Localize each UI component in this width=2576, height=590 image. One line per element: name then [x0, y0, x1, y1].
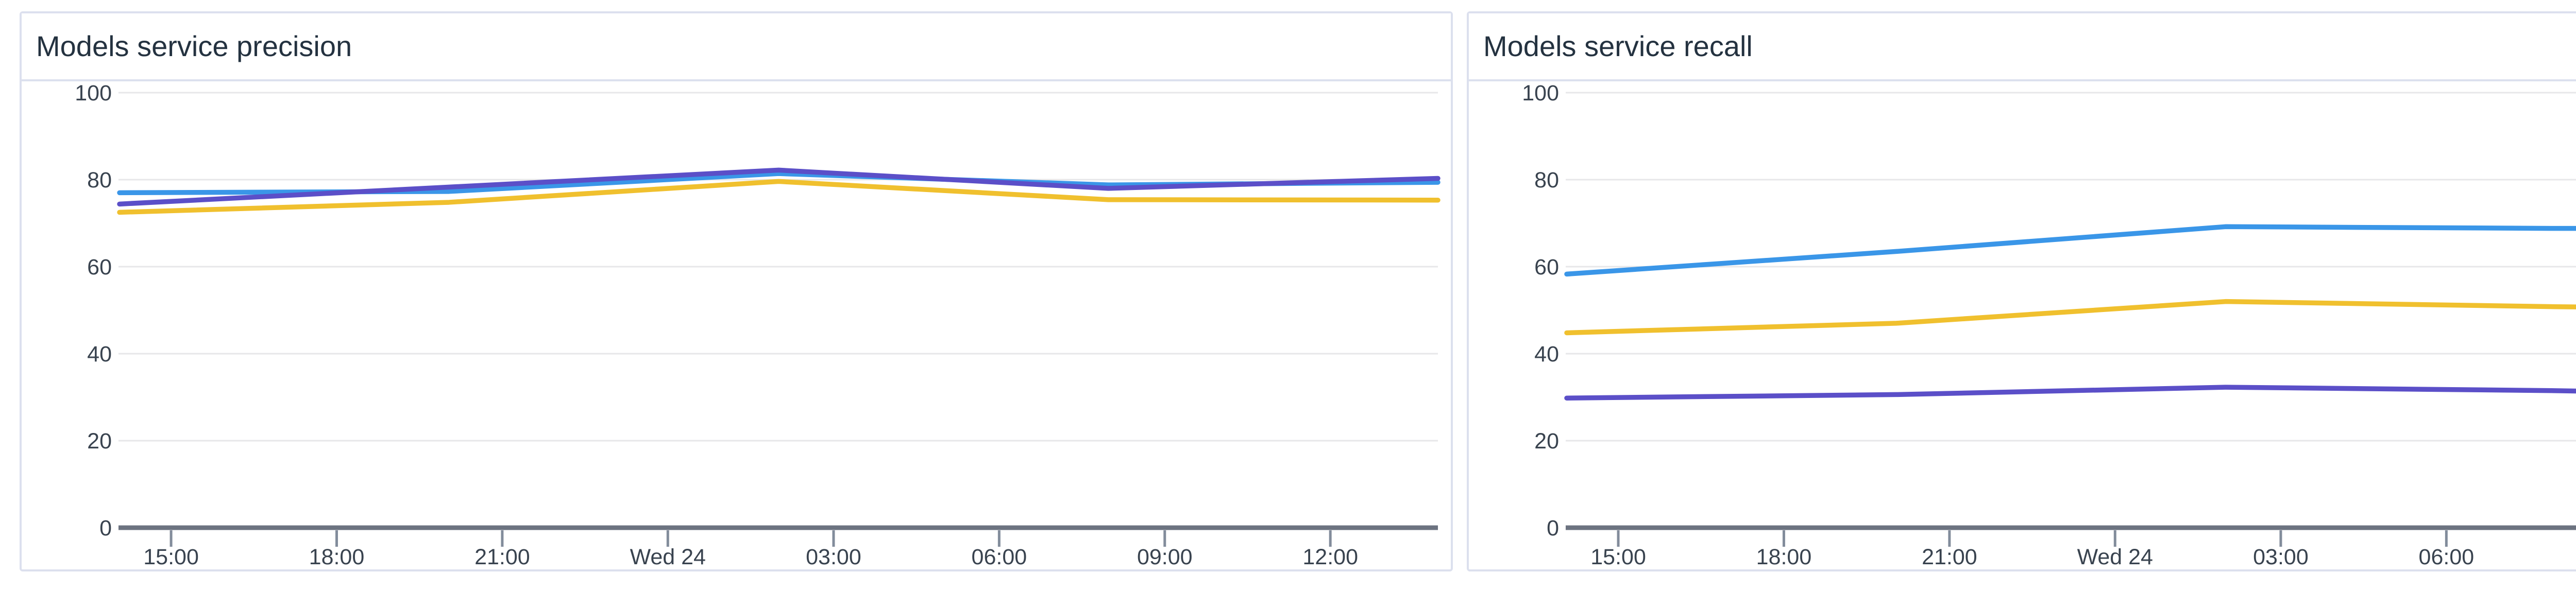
y-axis-label-40: 40: [87, 342, 112, 367]
y-axis-label-20: 20: [1534, 429, 1559, 454]
x-axis-label-18:00: 18:00: [309, 545, 365, 569]
panel-models-service-recall: Models service recall 0 20 40 60 80 100 15:00 1…: [1467, 11, 2576, 571]
precision-line-chart[interactable]: 0 20 40 60 80 100 15:00 18:00 21:00 Wed 24 03:00 06…: [22, 13, 1451, 569]
y-axis-label-40: 40: [1534, 342, 1559, 367]
y-axis-label-80: 80: [1534, 168, 1559, 193]
x-axis-label-18:00: 18:00: [1756, 545, 1812, 569]
y-axis-label-0: 0: [99, 516, 112, 541]
x-axis-label-Wed 24: Wed 24: [630, 545, 706, 569]
panel-header: Models service precision: [22, 13, 1451, 81]
x-axis-label-21:00: 21:00: [1922, 545, 1977, 569]
y-axis-label-60: 60: [87, 255, 112, 280]
y-axis-label-60: 60: [1534, 255, 1559, 280]
blue-series-line[interactable]: [1564, 224, 2576, 277]
x-axis-label-15:00: 15:00: [1590, 545, 1646, 569]
x-axis-label-03:00: 03:00: [2253, 545, 2309, 569]
x-axis-label-Wed 24: Wed 24: [2077, 545, 2153, 569]
recall-line-chart[interactable]: 0 20 40 60 80 100 15:00 18:00 21:00 Wed 24 03:00 06…: [1469, 13, 2576, 569]
purple-series-line[interactable]: [117, 167, 1440, 207]
x-axis-label-09:00: 09:00: [1137, 545, 1193, 569]
panel-title: Models service precision: [36, 30, 352, 63]
x-axis-label-06:00: 06:00: [972, 545, 1027, 569]
yellow-series-line[interactable]: [1564, 299, 2576, 336]
panel-title: Models service recall: [1483, 30, 1753, 63]
y-axis-label-80: 80: [87, 168, 112, 193]
x-axis-label-12:00: 12:00: [1302, 545, 1358, 569]
y-axis-label-0: 0: [1547, 516, 1559, 541]
x-axis-label-21:00: 21:00: [474, 545, 530, 569]
y-axis-label-100: 100: [75, 81, 112, 106]
purple-series-line[interactable]: [1564, 385, 2576, 401]
y-axis-label-100: 100: [1522, 81, 1559, 106]
x-axis-label-15:00: 15:00: [143, 545, 199, 569]
yellow-series-line[interactable]: [117, 179, 1440, 215]
x-axis-label-06:00: 06:00: [2419, 545, 2475, 569]
panel-header: Models service recall: [1469, 13, 2576, 81]
x-axis-label-03:00: 03:00: [806, 545, 861, 569]
y-axis-label-20: 20: [87, 429, 112, 454]
panel-models-service-precision: Models service precision 0 20 40 60 80 100 15:…: [20, 11, 1453, 571]
